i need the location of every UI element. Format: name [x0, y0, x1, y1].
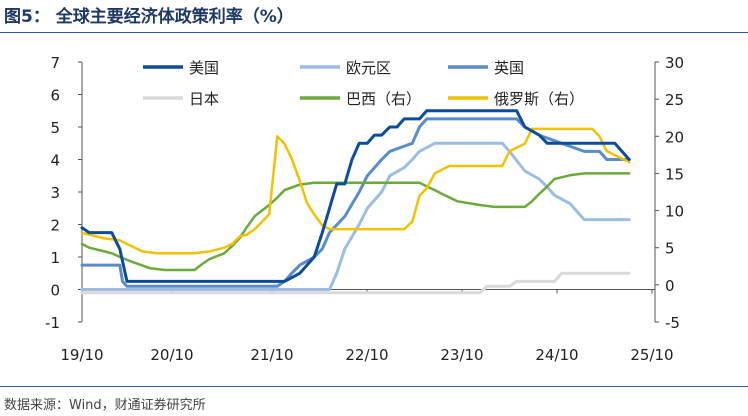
y-left-tick-label: 5 — [50, 119, 60, 137]
x-tick-label: 25/10 — [630, 346, 673, 364]
y-right-tick-label: 30 — [665, 54, 684, 72]
x-tick-label: 24/10 — [535, 346, 578, 364]
series-lines — [80, 109, 631, 295]
y-left-tick-label: 4 — [50, 152, 60, 170]
y-left-tick-label: 2 — [50, 217, 60, 235]
policy-rate-chart: -1 0 1 2 3 4 5 6 7 -5 0 5 10 15 20 25 30 19/10 20/10 21/10 2… — [45, 54, 684, 364]
title-rule — [0, 32, 748, 33]
x-tick-label: 21/10 — [250, 346, 293, 364]
series-line-1 — [80, 141, 631, 291]
chart-axes: -1 0 1 2 3 4 5 6 7 -5 0 5 10 15 20 25 30 19/10 20/10 21/10 2… — [45, 54, 684, 364]
y-right-tick-label: -5 — [665, 314, 680, 332]
y-right-tick-label: 25 — [665, 91, 684, 109]
y-right-tick-label: 0 — [665, 277, 675, 295]
y-left-tick-label: 3 — [50, 184, 60, 202]
y-right-tick-label: 15 — [665, 165, 684, 183]
source-note: 数据来源：Wind，财通证券研究所 — [4, 398, 206, 413]
x-tick-label: 20/10 — [150, 346, 193, 364]
legend-label: 巴西（右） — [346, 90, 421, 108]
series-line-0 — [80, 109, 631, 283]
legend-label: 俄罗斯（右） — [494, 90, 584, 108]
y-left-tick-label: 7 — [50, 54, 60, 72]
y-right-tick-label: 10 — [665, 203, 684, 221]
y-right-tick-label: 20 — [665, 128, 684, 146]
legend-label: 欧元区 — [346, 59, 391, 77]
x-tick-label: 19/10 — [60, 346, 103, 364]
legend-label: 日本 — [189, 90, 219, 108]
legend-label: 美国 — [189, 59, 219, 77]
series-line-5 — [80, 127, 631, 255]
series-line-4 — [80, 172, 631, 272]
chart-area: -1 0 1 2 3 4 5 6 7 -5 0 5 10 15 20 25 30 19/10 20/10 21/10 2… — [0, 40, 748, 386]
series-line-2 — [80, 117, 631, 288]
y-left-tick-label: 1 — [50, 249, 60, 267]
series-line-3 — [80, 271, 631, 295]
legend-label: 英国 — [494, 59, 524, 77]
figure-title: 图5： 全球主要经济体政策利率（%） — [4, 7, 294, 27]
y-left-tick-label: 0 — [50, 282, 60, 300]
y-left-tick-label: 6 — [50, 87, 60, 105]
x-tick-label: 23/10 — [440, 346, 483, 364]
y-right-tick-label: 5 — [665, 240, 675, 258]
x-tick-label: 22/10 — [345, 346, 388, 364]
bottom-rule — [0, 386, 748, 387]
y-left-tick-label: -1 — [45, 314, 60, 332]
